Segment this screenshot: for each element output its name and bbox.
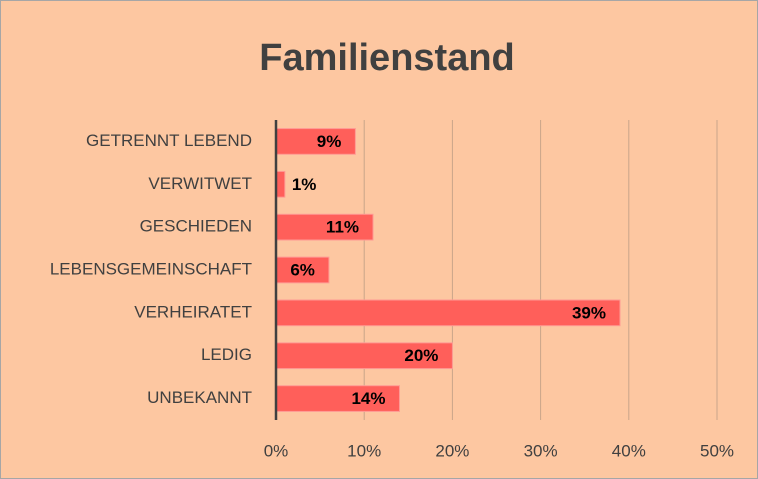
x-tick-label: 50% [700,441,734,460]
bar [275,128,356,155]
y-tick-label: LEBENSGEMEINSCHAFT [50,259,252,278]
x-tick-label: 0% [264,441,289,460]
bar [275,256,330,284]
data-label: 14% [351,389,385,408]
x-tick-label: 10% [347,441,381,460]
y-tick-label: VERHEIRATET [134,302,252,321]
y-tick-label: GESCHIEDEN [140,217,252,236]
data-label: 39% [572,303,606,322]
chart-title: Familienstand [259,37,515,79]
x-tick-label: 20% [435,441,469,460]
data-label: 9% [317,132,342,151]
data-label: 6% [290,260,315,279]
x-tick-label: 30% [524,441,558,460]
x-tick-label: 40% [612,441,646,460]
bar [275,299,621,327]
data-label: 11% [326,218,359,237]
data-label: 1% [292,175,317,194]
bar [275,385,400,412]
bar [275,170,286,198]
y-tick-label: GETRENNT LEBEND [86,131,252,150]
y-tick-label: LEDIG [201,345,252,364]
bar [275,342,453,370]
y-tick-label: VERWITWET [148,174,252,193]
y-tick-label: UNBEKANNT [147,388,252,407]
data-label: 20% [404,346,438,365]
